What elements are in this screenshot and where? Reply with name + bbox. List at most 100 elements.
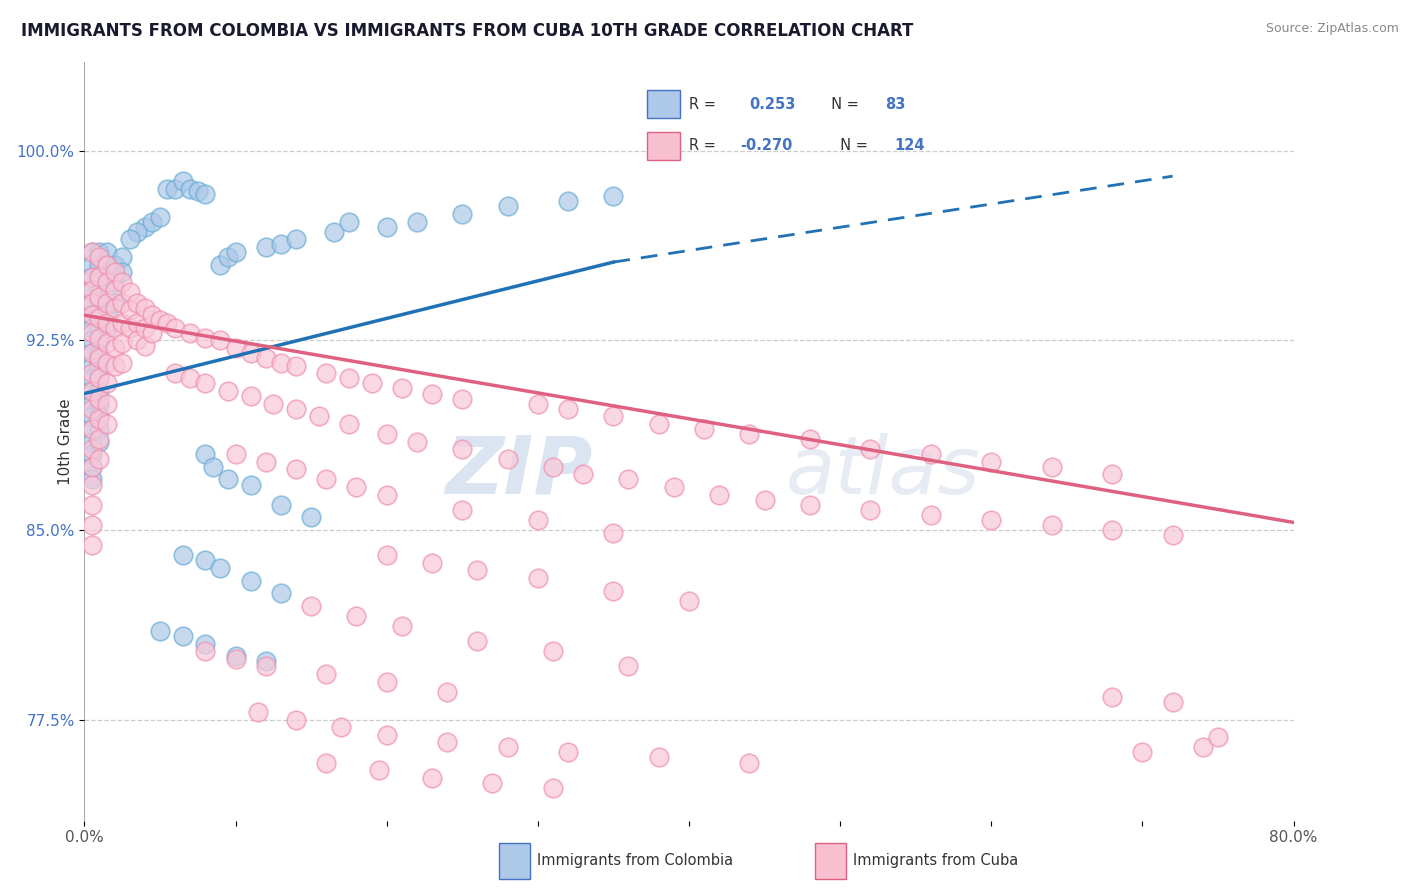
Point (89, 290, 111, 304)
Point (118, 285, 141, 300)
Point (1130, 745, 1153, 759)
Point (194, 186, 217, 201)
Point (1192, 740, 1215, 755)
Point (375, 674, 398, 689)
Point (89, 250, 111, 264)
Point (80, 334, 103, 348)
Point (149, 624, 172, 638)
Point (80, 401, 103, 416)
Point (96, 275, 118, 289)
Point (80, 346, 103, 360)
Point (406, 434, 429, 449)
Point (111, 316, 134, 330)
Point (118, 232, 141, 246)
Point (557, 194, 579, 209)
Point (738, 756, 761, 770)
Point (104, 341, 127, 355)
Point (285, 713, 308, 727)
Point (541, 459, 564, 474)
Point (172, 548, 194, 562)
Point (346, 480, 368, 494)
Point (80, 422, 103, 436)
Point (96, 270, 118, 285)
Point (270, 498, 292, 512)
Point (451, 207, 474, 221)
Point (80, 308, 103, 322)
Point (80, 270, 103, 285)
Point (127, 295, 149, 310)
Point (541, 644, 564, 658)
Point (80, 244, 103, 259)
Point (315, 667, 337, 681)
Point (96, 376, 118, 391)
Point (118, 320, 141, 334)
Point (360, 376, 382, 391)
Point (420, 556, 443, 570)
Point (118, 303, 141, 318)
Point (104, 295, 127, 310)
Point (859, 442, 882, 456)
Point (89, 331, 111, 345)
Point (225, 447, 247, 461)
Point (201, 459, 224, 474)
Point (80, 320, 103, 334)
Point (315, 756, 337, 770)
Point (89, 422, 111, 436)
Point (406, 214, 429, 228)
Point (80, 459, 103, 474)
Point (225, 244, 247, 259)
Point (1101, 690, 1123, 704)
Point (270, 237, 292, 252)
Point (89, 434, 111, 449)
Point (481, 775, 503, 789)
Point (337, 371, 360, 385)
Point (557, 401, 579, 416)
Point (239, 574, 262, 588)
Point (662, 480, 685, 494)
Point (496, 199, 519, 213)
Point (96, 396, 118, 410)
Point (225, 341, 247, 355)
Point (254, 351, 277, 365)
Point (104, 320, 127, 334)
Point (451, 442, 474, 456)
Point (80, 422, 103, 436)
Point (111, 356, 134, 370)
Point (1161, 695, 1184, 709)
Point (375, 487, 398, 501)
Point (111, 250, 134, 264)
Point (527, 571, 550, 585)
Point (80, 366, 103, 380)
Point (141, 214, 163, 228)
Point (375, 728, 398, 742)
Point (96, 335, 118, 350)
Point (96, 308, 118, 322)
Point (89, 371, 111, 385)
Point (527, 513, 550, 527)
Point (80, 409, 103, 424)
Point (496, 452, 519, 467)
Point (96, 417, 118, 431)
Point (1040, 517, 1063, 532)
Point (172, 174, 194, 188)
Point (315, 472, 337, 486)
Point (141, 308, 163, 322)
Point (172, 629, 194, 643)
Point (149, 313, 172, 327)
Point (980, 513, 1002, 527)
Point (270, 586, 292, 600)
Point (96, 316, 118, 330)
Point (96, 295, 118, 310)
Point (451, 502, 474, 516)
Point (89, 283, 111, 297)
Point (89, 351, 111, 365)
Point (436, 735, 458, 749)
Point (285, 401, 308, 416)
Point (134, 219, 156, 234)
Y-axis label: 10th Grade: 10th Grade (58, 398, 73, 485)
Point (89, 409, 111, 424)
Point (420, 771, 443, 785)
Point (89, 334, 111, 348)
Point (467, 564, 489, 578)
Point (80, 270, 103, 285)
